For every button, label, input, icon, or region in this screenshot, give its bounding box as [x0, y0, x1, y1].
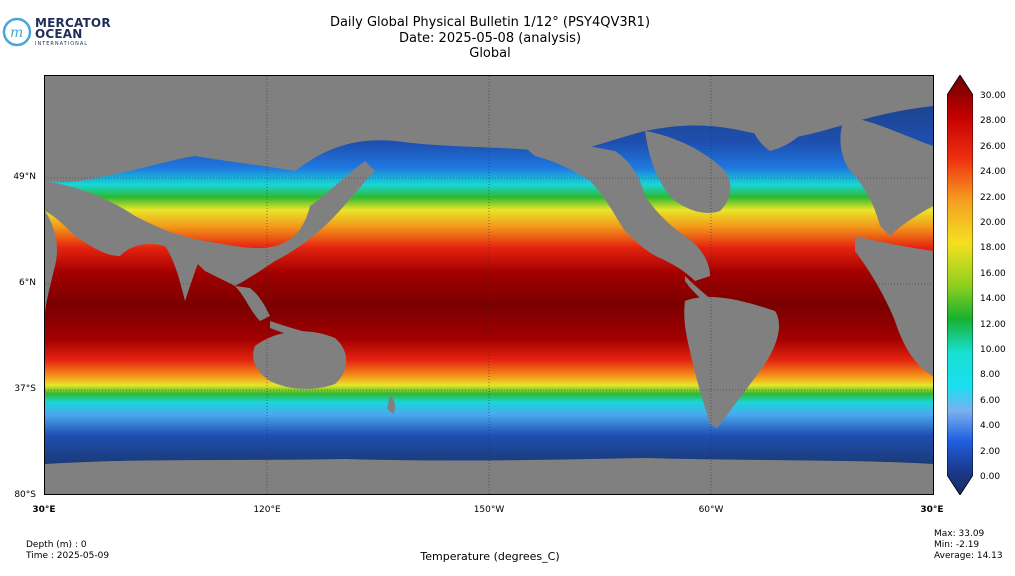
logo-text-international: INTERNATIONAL	[35, 41, 89, 47]
colorbar-tick-label: 6.00	[980, 395, 1001, 406]
colorbar-tick-label: 26.00	[980, 141, 1006, 152]
colorbar-tick-label: 10.00	[980, 345, 1006, 355]
colorbar-tick-label: 28.00	[980, 116, 1006, 127]
lat-label-80s: 80°S	[14, 490, 36, 500]
lat-label-6n: 6°N	[19, 278, 36, 288]
colorbar-tick-label: 0.00	[980, 472, 1001, 482]
variable-label: Temperature (degrees_C)	[420, 550, 560, 563]
depth-label: Depth (m) : 0	[26, 540, 87, 550]
colorbar-tick-label: 14.00	[980, 294, 1006, 305]
mercator-ocean-logo: m MERCATOR OCEAN INTERNATIONAL	[2, 14, 112, 50]
sst-map-graphic	[45, 76, 933, 494]
lon-label-30e-right: 30°E	[920, 505, 944, 515]
graticule	[45, 76, 933, 494]
colorbar-tick-label: 24.00	[980, 167, 1006, 178]
colorbar-tick-label: 22.00	[980, 192, 1006, 203]
colorbar-tick-label: 12.00	[980, 319, 1006, 330]
logo-icon: m	[2, 17, 32, 47]
lon-label-60w: 60°W	[698, 505, 724, 515]
logo-text-mercator: MERCATOR	[35, 16, 111, 30]
lon-label-30e-left: 30°E	[32, 505, 56, 515]
bulletin-date: Date: 2025-05-08 (analysis)	[398, 31, 582, 46]
time-label: Time : 2025-05-09	[26, 551, 110, 561]
max-value: Max: 33.09	[934, 529, 985, 539]
lat-label-37s: 37°S	[14, 384, 36, 394]
temperature-map	[44, 75, 934, 495]
lon-label-150w: 150°W	[473, 505, 505, 515]
land-masses	[45, 76, 933, 494]
bulletin-region: Global	[469, 46, 511, 61]
bulletin-title: Daily Global Physical Bulletin 1/12° (PS…	[329, 15, 651, 30]
colorbar-tick-label: 8.00	[980, 370, 1001, 381]
colorbar-tick-label: 2.00	[980, 446, 1001, 457]
logo-text-ocean: OCEAN	[35, 27, 83, 41]
colorbar-tick-label: 18.00	[980, 243, 1006, 254]
min-value: Min: -2.19	[934, 540, 980, 550]
colorbar-tick-label: 4.00	[980, 421, 1001, 432]
colorbar-tick-label: 20.00	[980, 218, 1006, 228]
svg-text:m: m	[10, 25, 23, 41]
average-value: Average: 14.13	[934, 551, 1003, 561]
lon-label-120e: 120°E	[253, 505, 281, 515]
colorbar-tick-label: 16.00	[980, 268, 1006, 279]
lat-label-49n: 49°N	[13, 172, 36, 182]
colorbar-tick-label: 30.00	[980, 91, 1006, 101]
temperature-colorbar	[947, 75, 973, 495]
